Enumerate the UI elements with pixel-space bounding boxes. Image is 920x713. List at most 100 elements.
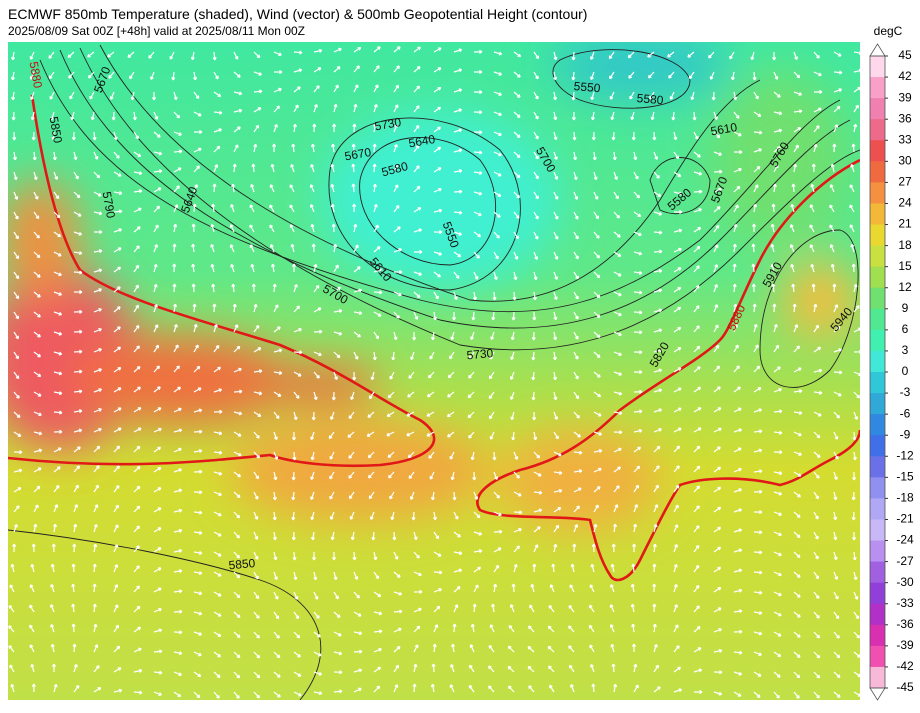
wind-arrow bbox=[853, 691, 860, 697]
wind-arrow bbox=[413, 551, 420, 559]
wind-arrow bbox=[173, 323, 178, 333]
wind-arrow bbox=[231, 183, 236, 193]
wind-arrow bbox=[833, 325, 841, 333]
wind-arrow bbox=[593, 371, 601, 378]
wind-arrow bbox=[693, 345, 701, 353]
wind-arrow bbox=[368, 391, 375, 400]
wind-arrow bbox=[833, 411, 840, 419]
wind-arrow bbox=[509, 391, 515, 400]
wind-arrow bbox=[573, 291, 579, 300]
wind-arrow bbox=[193, 651, 202, 657]
wind-arrow bbox=[273, 391, 282, 397]
wind-arrow bbox=[350, 391, 355, 401]
wind-arrow bbox=[213, 651, 221, 658]
wind-arrow bbox=[513, 191, 521, 199]
wind-arrow bbox=[773, 671, 781, 678]
wind-arrow bbox=[753, 530, 763, 535]
wind-arrow bbox=[48, 51, 55, 59]
wind-arrow bbox=[711, 91, 716, 101]
wind-arrow bbox=[733, 386, 741, 393]
wind-arrow bbox=[153, 386, 161, 393]
wind-arrow bbox=[813, 611, 820, 619]
wind-arrow bbox=[793, 611, 801, 618]
wind-arrow bbox=[533, 508, 543, 513]
wind-arrow bbox=[590, 111, 595, 121]
wind-arrow bbox=[611, 663, 616, 673]
wind-arrow bbox=[773, 323, 778, 333]
wind-arrow bbox=[653, 664, 659, 673]
wind-arrow bbox=[673, 583, 678, 593]
wind-arrow bbox=[533, 490, 543, 495]
wind-arrow bbox=[353, 65, 360, 73]
wind-arrow bbox=[713, 587, 722, 593]
colorbar-tick-label: 45 bbox=[898, 48, 912, 62]
wind-arrow bbox=[73, 349, 83, 354]
wind-arrow bbox=[773, 511, 782, 516]
wind-arrow bbox=[73, 465, 80, 473]
colorbar-swatch bbox=[870, 182, 885, 204]
wind-arrow bbox=[633, 504, 639, 513]
wind-arrow bbox=[113, 346, 121, 353]
wind-arrow bbox=[453, 568, 463, 573]
wind-arrow bbox=[793, 631, 801, 638]
wind-arrow bbox=[193, 184, 199, 193]
wind-arrow bbox=[71, 623, 76, 633]
wind-arrow bbox=[653, 643, 658, 653]
wind-arrow bbox=[813, 125, 820, 133]
wind-arrow bbox=[171, 71, 176, 81]
wind-arrow bbox=[553, 470, 563, 475]
wind-arrow bbox=[193, 448, 203, 453]
wind-arrow bbox=[333, 264, 339, 273]
wind-arrow bbox=[329, 491, 335, 500]
wind-arrow bbox=[733, 447, 742, 453]
wind-arrow bbox=[453, 48, 463, 53]
wind-arrow bbox=[372, 163, 377, 173]
colorbar-swatch bbox=[870, 582, 885, 605]
wind-arrow bbox=[173, 651, 183, 656]
wind-arrow bbox=[430, 331, 436, 341]
wind-arrow bbox=[570, 563, 575, 573]
wind-arrow bbox=[610, 643, 615, 653]
wind-arrow bbox=[153, 547, 162, 553]
wind-arrow bbox=[113, 584, 119, 593]
wind-arrow bbox=[353, 631, 363, 636]
wind-arrow bbox=[451, 311, 457, 321]
wind-arrow bbox=[113, 326, 121, 333]
wind-arrow bbox=[29, 51, 35, 60]
wind-arrow bbox=[53, 331, 63, 336]
wind-arrow bbox=[213, 110, 223, 115]
wind-arrow bbox=[468, 371, 475, 379]
wind-arrow bbox=[849, 204, 855, 213]
wind-arrow bbox=[530, 583, 535, 593]
colorbar-bottom-extend bbox=[869, 687, 886, 701]
wind-arrow bbox=[473, 231, 482, 238]
wind-arrow bbox=[548, 665, 555, 673]
wind-arrow bbox=[853, 611, 860, 620]
wind-arrow bbox=[633, 465, 641, 473]
wind-arrow bbox=[473, 170, 483, 175]
wind-arrow bbox=[352, 203, 357, 213]
wind-arrow bbox=[413, 124, 420, 133]
wind-arrow bbox=[571, 51, 576, 61]
wind-arrow bbox=[613, 683, 618, 693]
wind-arrow bbox=[453, 251, 462, 258]
wind-arrow bbox=[173, 630, 183, 635]
wind-arrow bbox=[613, 271, 622, 277]
wind-arrow bbox=[832, 143, 837, 153]
wind-arrow bbox=[213, 631, 222, 637]
wind-arrow bbox=[833, 591, 839, 600]
wind-arrow bbox=[833, 391, 842, 397]
wind-arrow bbox=[653, 504, 659, 513]
wind-arrow bbox=[73, 409, 83, 414]
wind-arrow bbox=[413, 249, 423, 254]
wind-arrow bbox=[633, 409, 643, 414]
wind-arrow bbox=[633, 231, 642, 237]
wind-arrow bbox=[367, 411, 375, 418]
wind-arrow bbox=[472, 603, 477, 613]
wind-arrow bbox=[753, 631, 763, 636]
wind-arrow bbox=[613, 171, 618, 180]
wind-arrow bbox=[453, 168, 463, 173]
wind-arrow bbox=[733, 528, 743, 533]
wind-arrow bbox=[269, 224, 275, 233]
wind-arrow bbox=[833, 511, 838, 521]
